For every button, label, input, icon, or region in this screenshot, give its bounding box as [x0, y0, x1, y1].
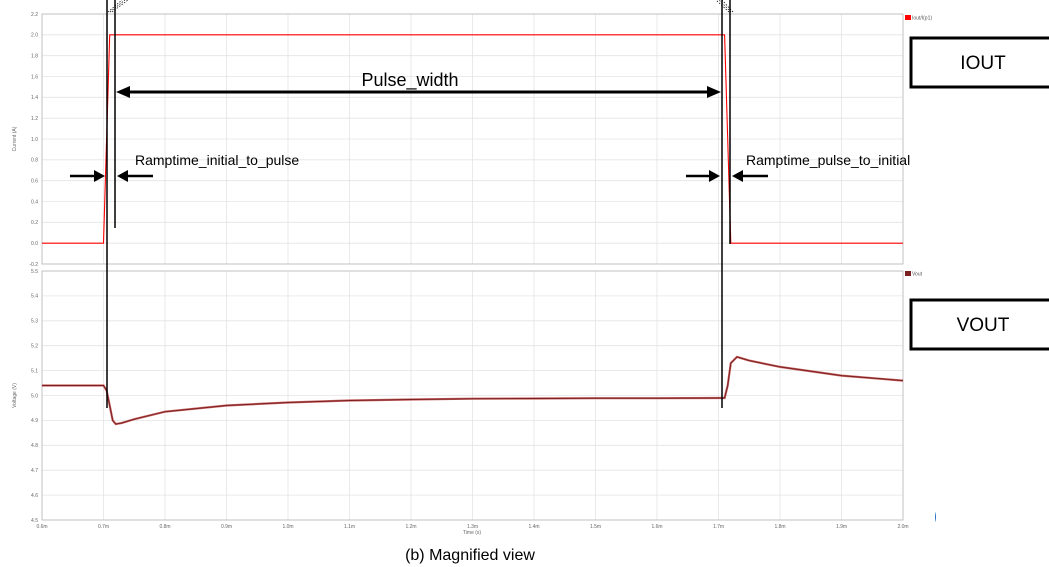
current-axis-label: Current (A) [12, 126, 18, 151]
voltage-y-tick-label: 5.2 [31, 344, 38, 350]
current-y-tick-label: 1.8 [31, 53, 38, 59]
ramp-up-arrowhead-left [94, 170, 105, 182]
pulse-width-arrowhead-right [707, 86, 721, 98]
time-x-tick-label: 0.9m [221, 524, 232, 530]
voltage-y-tick-label: 4.9 [31, 418, 38, 424]
current-y-tick-label: 0.2 [31, 220, 38, 226]
time-x-tick-label: 1.0m [282, 524, 293, 530]
time-axis-label: Time (s) [463, 530, 481, 536]
current-panel: 2.2 2.0 1.8 1.6 1.4 1.2 1.0 0.8 0.6 0.4 0.2 0.0 -0.2… [12, 12, 932, 268]
current-y-tick-label: -0.2 [29, 262, 38, 268]
vout-legend-label: Vout [912, 272, 923, 278]
vout-series-line [42, 356, 904, 425]
pulse-width-label: Pulse_width [361, 70, 458, 91]
iout-series-line [42, 34, 903, 244]
zoom-guide-left [107, 0, 129, 13]
annotation-overlay [70, 0, 1049, 408]
voltage-y-tick-label: 4.7 [31, 468, 38, 474]
current-y-tick-label: 1.4 [31, 95, 38, 101]
time-x-tick-label: 0.8m [159, 524, 170, 530]
voltage-panel-x-ticks: 0.6m 0.7m 0.8m 0.9m 1.0m 1.1m 1.2m 1.3m 1.4m 1.5m… [36, 524, 908, 530]
voltage-y-tick-label: 4.8 [31, 443, 38, 449]
ramp-down-label: Ramptime_pulse_to_initial [746, 152, 910, 168]
iout-box [909, 36, 1049, 89]
current-y-tick-label: 2.0 [31, 33, 38, 39]
time-x-tick-label: 0.6m [36, 524, 47, 530]
current-y-tick-label: 1.0 [31, 137, 38, 143]
voltage-axis-label: Voltage (V) [12, 383, 18, 408]
ramp-up-arrowhead-right [117, 170, 128, 182]
iout-legend-swatch [905, 15, 911, 20]
time-x-tick-label: 1.2m [405, 524, 416, 530]
time-x-tick-label: 0.7m [98, 524, 109, 530]
corner-badge-mask [936, 497, 966, 542]
voltage-y-tick-label: 5.3 [31, 319, 38, 325]
ramp-down-arrowhead-right [732, 170, 743, 182]
voltage-panel-frame [41, 270, 904, 521]
iout-box-label: IOUT [960, 53, 1006, 74]
voltage-y-tick-label: 5.4 [31, 294, 38, 300]
vout-box [909, 298, 1049, 351]
current-panel-y-ticks: 2.2 2.0 1.8 1.6 1.4 1.2 1.0 0.8 0.6 0.4 0.2 0.0 -0.2 [29, 12, 38, 268]
voltage-y-tick-label: 4.5 [31, 518, 38, 524]
ramp-up-label: Ramptime_initial_to_pulse [135, 152, 299, 168]
voltage-panel-y-ticks: 5.5 5.4 5.3 5.2 5.1 5.0 4.9 4.8 4.7 4.6 4.5 [31, 269, 38, 524]
current-panel-frame [41, 13, 904, 265]
time-x-tick-label: 1.5m [590, 524, 601, 530]
current-y-tick-label: 1.6 [31, 74, 38, 80]
vout-legend-swatch [905, 271, 911, 276]
time-x-tick-label: 1.3m [467, 524, 478, 530]
voltage-y-tick-label: 5.1 [31, 368, 38, 374]
voltage-panel-grid [41, 270, 904, 521]
pulse-width-arrowhead-left [116, 86, 130, 98]
current-y-tick-label: 0.8 [31, 158, 38, 164]
time-x-tick-label: 1.6m [651, 524, 662, 530]
time-x-tick-label: 1.1m [344, 524, 355, 530]
time-x-tick-label: 1.7m [713, 524, 724, 530]
current-y-tick-label: 1.2 [31, 116, 38, 122]
current-y-tick-label: 0.0 [31, 241, 38, 247]
vout-box-label: VOUT [957, 315, 1010, 336]
voltage-y-tick-label: 5.0 [31, 393, 38, 399]
current-y-tick-label: 2.2 [31, 12, 38, 18]
time-x-tick-label: 1.9m [836, 524, 847, 530]
current-y-tick-label: 0.4 [31, 199, 38, 205]
figure-caption: (b) Magnified view [405, 547, 535, 564]
voltage-y-tick-label: 5.5 [31, 269, 38, 275]
current-y-tick-label: 0.6 [31, 178, 38, 184]
voltage-panel: 5.55.45.35.25.15.04.94.84.74.64.5 0.6m 0.… [12, 269, 923, 536]
time-x-tick-label: 1.8m [774, 524, 785, 530]
voltage-y-tick-label: 4.6 [31, 493, 38, 499]
time-x-tick-label: 1.4m [528, 524, 539, 530]
time-x-tick-label: 2.0m [897, 524, 908, 530]
ramp-down-arrowhead-left [709, 170, 720, 182]
current-panel-grid [41, 13, 904, 265]
iout-legend-label: Iout/I(p1) [912, 16, 932, 22]
